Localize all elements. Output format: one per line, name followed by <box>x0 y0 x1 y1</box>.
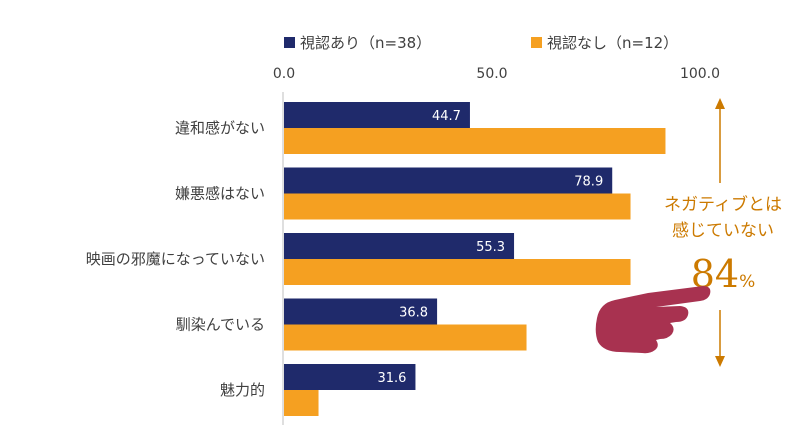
bar-data-label: 55.3 <box>476 240 505 255</box>
x-axis: 0.0 50.0 100.0 <box>273 66 720 82</box>
category-label: 映画の邪魔になっていない <box>86 250 265 268</box>
category-label: 違和感がない <box>175 119 265 137</box>
bar-series-1 <box>284 364 416 390</box>
bar-data-label: 44.7 <box>432 109 461 124</box>
bar-series-1 <box>284 298 438 325</box>
bar-series-1 <box>284 102 470 128</box>
arrow-down-icon <box>715 356 725 367</box>
bar-series-2 <box>284 193 631 220</box>
x-tick-label: 0.0 <box>273 66 295 82</box>
category-label: 嫌悪感はない <box>175 185 265 203</box>
legend-label-series-2: 視認なし（n=12） <box>547 34 678 52</box>
category-label: 馴染んでいる <box>176 316 265 334</box>
bar-series-2 <box>284 324 527 351</box>
bar-series-1 <box>284 233 515 259</box>
x-tick-label: 50.0 <box>476 66 507 82</box>
annotation-value-unit: % <box>739 272 755 292</box>
bar-data-label: 31.6 <box>378 371 407 386</box>
x-tick-label: 100.0 <box>680 66 720 82</box>
legend-label-series-1: 視認あり（n=38） <box>300 34 431 52</box>
legend: 視認あり（n=38） 視認なし（n=12） <box>284 34 678 52</box>
annotation-line-2: 感じていない <box>672 221 774 241</box>
bar-series-2 <box>284 259 631 285</box>
legend-swatch-series-2 <box>531 37 542 48</box>
bar-data-label: 78.9 <box>574 175 603 190</box>
bar-series-1 <box>284 167 613 194</box>
arrow-up-icon <box>715 98 725 109</box>
pointing-hand-icon <box>595 286 711 354</box>
annotation-line-1: ネガティブとは <box>664 194 782 215</box>
bar-series-2 <box>284 390 319 416</box>
bars-group: 44.7 78.9 55.3 36.8 31.6 <box>284 102 666 416</box>
legend-swatch-series-1 <box>284 37 295 48</box>
category-label: 魅力的 <box>220 381 265 399</box>
bar-data-label: 36.8 <box>399 306 428 321</box>
annotation: ネガティブとは 感じていない 84% <box>595 98 782 367</box>
bar-series-2 <box>284 128 666 154</box>
